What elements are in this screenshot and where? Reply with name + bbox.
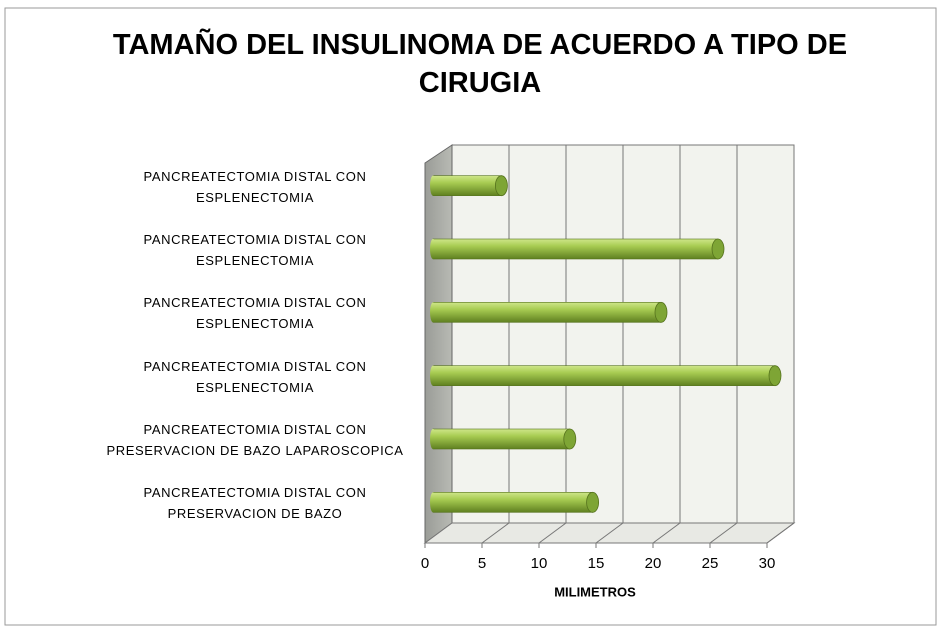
x-tick-label: 15: [588, 555, 605, 572]
bar-end-cap: [711, 238, 725, 260]
bar: [432, 302, 662, 323]
y-tick-label: PANCREATECTOMIA DISTAL CON PRESERVACION …: [143, 485, 367, 522]
y-tick-label: PANCREATECTOMIA DISTAL CON ESPLENECTOMIA: [143, 168, 367, 205]
floor-grid-line: [652, 522, 681, 544]
bar: [432, 428, 571, 450]
floor-grid-line: [766, 522, 795, 544]
bar-end-cap: [494, 175, 508, 197]
bar-start-cap: [430, 302, 436, 323]
chart-title: TAMAÑO DEL INSULINOMA DE ACUERDO A TIPO …: [112, 29, 848, 99]
bar: [432, 492, 593, 513]
bar-start-cap: [430, 492, 436, 513]
x-tick-label: 20: [645, 555, 662, 572]
side-wall: [424, 144, 453, 544]
x-tick-label: 5: [478, 555, 486, 572]
y-tick-label: PANCREATECTOMIA DISTAL CON ESPLENECTOMIA: [143, 358, 367, 395]
y-tick-label: PANCREATECTOMIA DISTAL CON ESPLENECTOMIA: [143, 232, 367, 268]
frame: [4, 7, 937, 626]
bar-end-cap: [768, 365, 782, 387]
bar-end-cap: [654, 301, 668, 323]
bar-start-cap: [430, 175, 436, 196]
x-tick-label: 30: [759, 555, 776, 572]
y-tick-label: PANCREATECTOMIA DISTAL CON PRESERVACION …: [106, 422, 404, 458]
bar-end-cap: [586, 491, 599, 513]
bar-start-cap: [430, 239, 436, 259]
bar: [432, 175, 502, 196]
x-tick-label: 25: [702, 555, 719, 572]
bar-start-cap: [430, 429, 436, 449]
y-tick-label: PANCREATECTOMIA DISTAL CON ESPLENECTOMIA: [143, 295, 367, 332]
bar-end-cap: [563, 428, 577, 450]
x-tick-label: 0: [421, 555, 429, 572]
floor-grid-line: [595, 522, 624, 544]
bar: [432, 365, 776, 386]
floor-grid-line: [709, 522, 738, 544]
x-axis-label: MILIMETROS: [554, 584, 636, 599]
floor-grid-line: [481, 522, 510, 544]
floor-grid-line: [538, 522, 567, 544]
x-tick-label: 10: [531, 555, 548, 572]
bar: [432, 238, 719, 260]
bar-start-cap: [430, 365, 436, 386]
